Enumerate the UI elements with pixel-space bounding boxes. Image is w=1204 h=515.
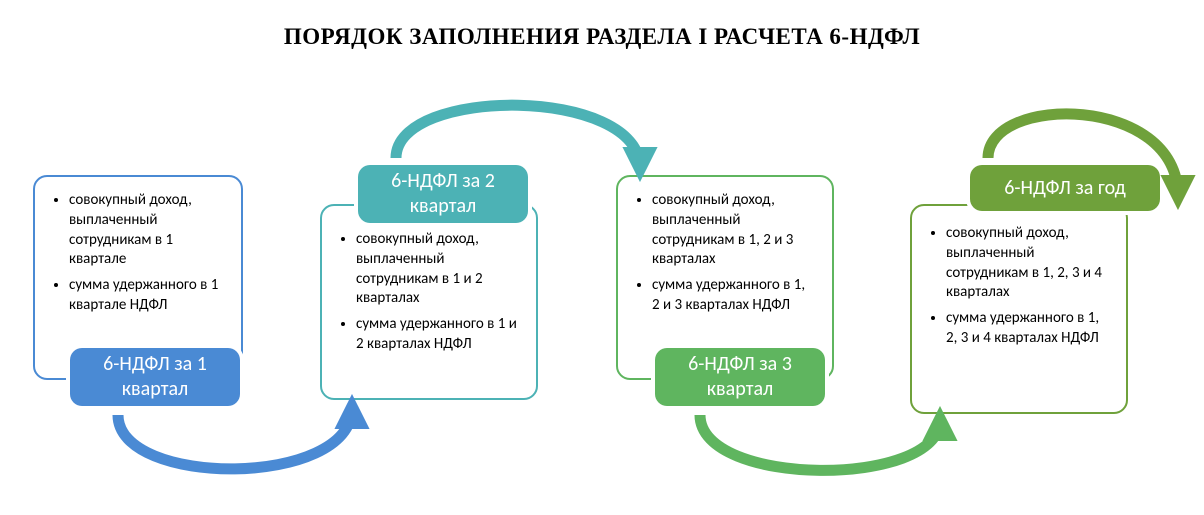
arrow-4-icon [0, 0, 1204, 515]
